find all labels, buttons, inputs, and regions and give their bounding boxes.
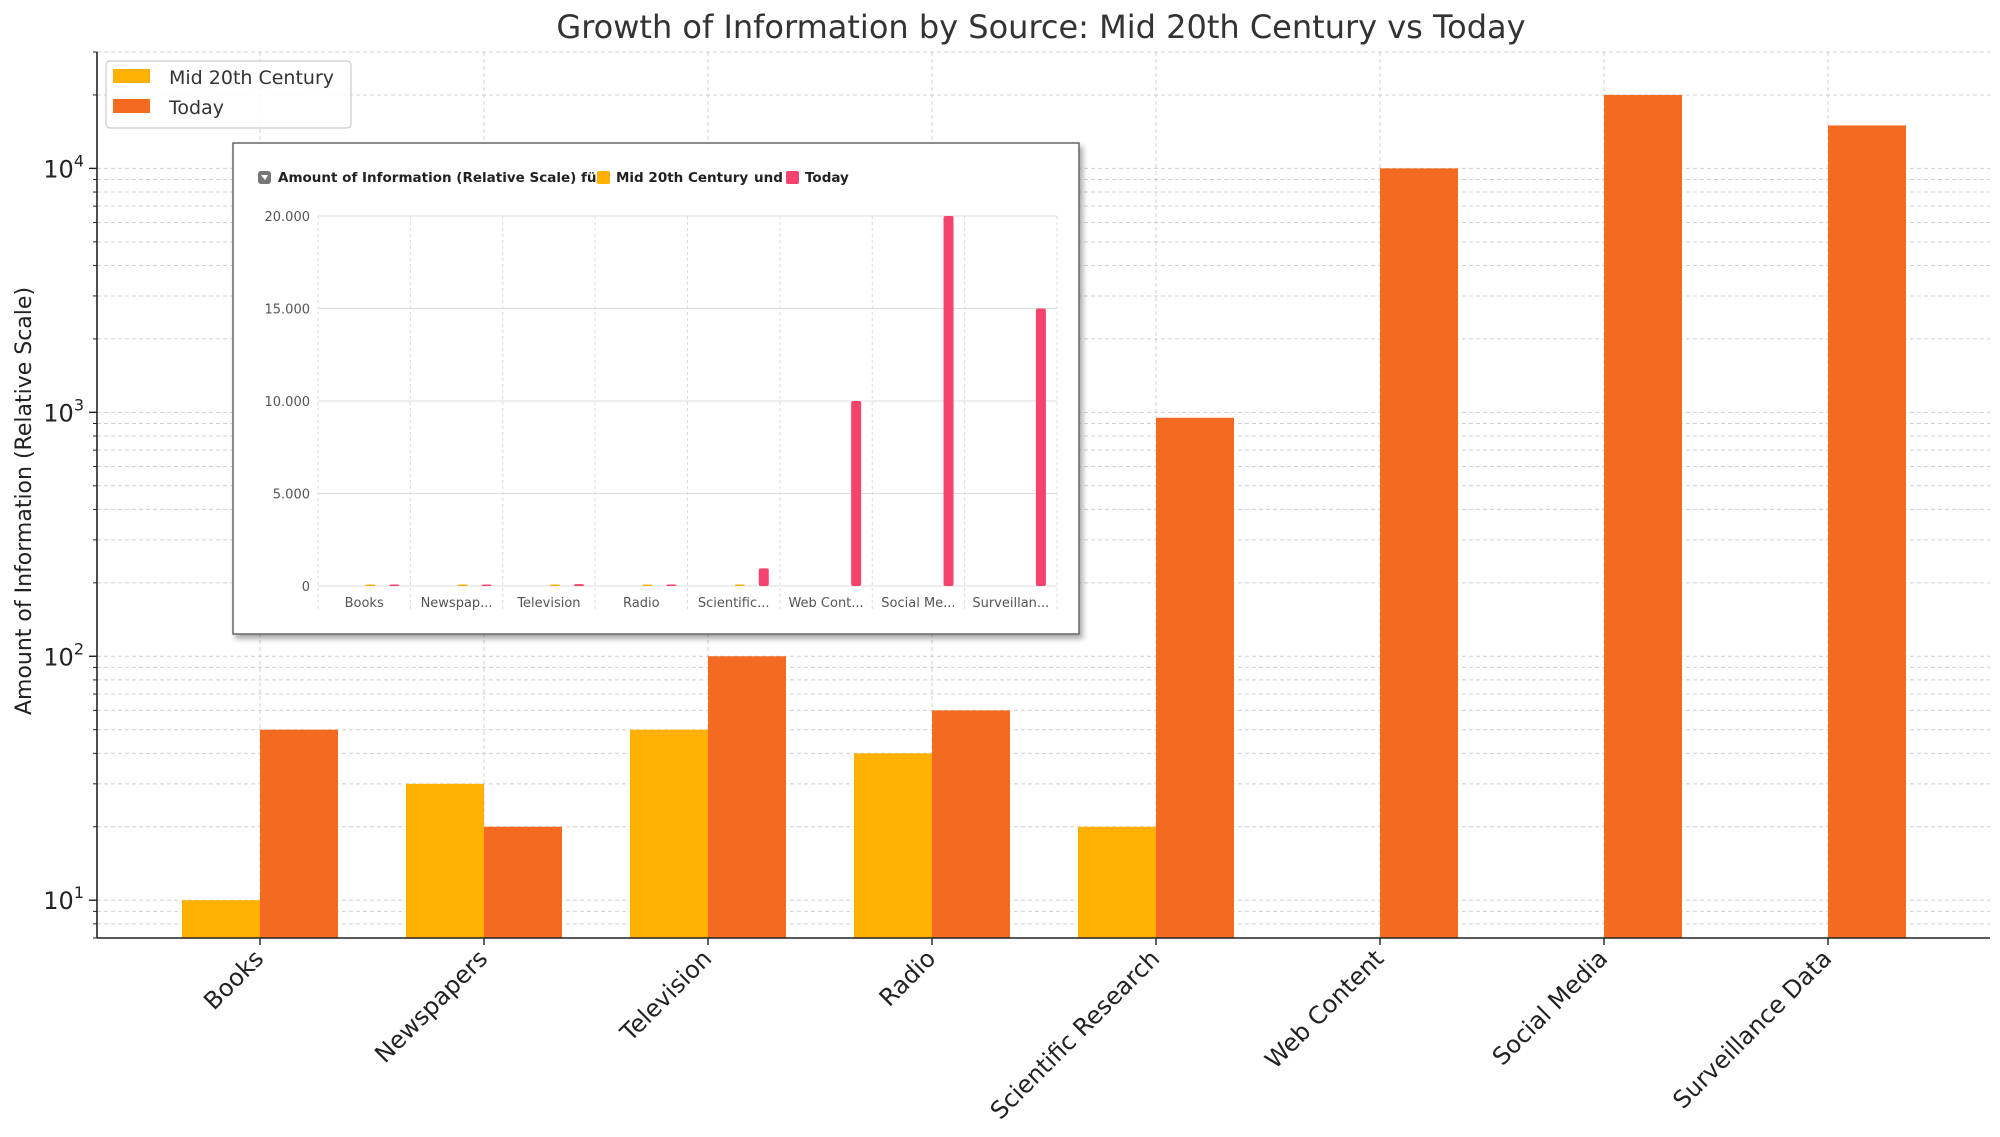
inset-chart-screenshot: Amount of Information (Relative Scale) f… <box>232 142 1080 635</box>
inset-bar-today-books <box>389 584 400 586</box>
inset-y-tick-label-20000: 20.000 <box>265 210 311 225</box>
bar-today-newspapers <box>484 826 562 938</box>
bar-today-social-media <box>1604 94 1682 938</box>
x-tick-label-web-content: Web Content <box>1260 944 1390 1074</box>
x-tick-label-scientific-research: Scientific Research <box>985 944 1165 1124</box>
y-tick-label-100: 102 <box>43 639 84 671</box>
inset-legend-label-today: Today <box>805 170 849 186</box>
inset-bar-today-radio <box>666 584 677 586</box>
inset-x-tick-label-surveillan: Surveillan... <box>972 596 1049 611</box>
inset-bar-today-television <box>574 584 585 586</box>
bar-mid-20th-century-newspapers <box>406 783 484 938</box>
legend-label-today: Today <box>168 97 224 119</box>
inset-x-tick-label-books: Books <box>345 596 384 611</box>
x-tick-label-books: Books <box>198 944 269 1015</box>
inset-y-tick-label-10000: 10.000 <box>265 395 311 410</box>
inset-legend-label-mid-20th-century: Mid 20th Century <box>616 170 748 186</box>
bar-mid-20th-century-radio <box>854 753 932 938</box>
bar-today-scientific-research <box>1156 417 1234 938</box>
inset-legend-swatch-mid-20th-century <box>597 171 610 184</box>
y-tick-label-10000: 104 <box>43 151 84 183</box>
y-tick-label-1000: 103 <box>43 395 84 427</box>
bar-today-surveillance-data <box>1828 125 1906 939</box>
inset-legend-prefix: Amount of Information (Relative Scale) f… <box>278 170 603 186</box>
inset-bar-today-surveillan <box>1035 308 1046 586</box>
x-tick-label-surveillance-data: Surveillance Data <box>1667 944 1837 1114</box>
inset-x-tick-label-newspap: Newspap... <box>421 596 493 611</box>
bar-mid-20th-century-scientific-research <box>1078 826 1156 938</box>
inset-axis-labels: 0 5.000 10.000 15.000 20.000 Books Newspap... T… <box>265 210 1050 611</box>
inset-frame <box>232 142 1080 635</box>
legend-swatch-today <box>113 99 150 113</box>
chart-title: Growth of Information by Source: Mid 20t… <box>556 8 1525 46</box>
inset-bar-today-scientific <box>758 568 769 586</box>
inset-x-tick-label-web-cont: Web Cont... <box>788 596 863 611</box>
inset-bar-today-social-me <box>943 216 954 586</box>
inset-legend: Amount of Information (Relative Scale) f… <box>258 170 849 186</box>
bars <box>182 94 1906 939</box>
inset-bar-mid-20th-century-books <box>365 584 376 586</box>
inset-bar-mid-20th-century-radio <box>642 584 653 586</box>
inset-bar-mid-20th-century-scientific <box>734 584 745 586</box>
bar-today-web-content <box>1380 168 1458 938</box>
inset-bar-today-web-cont <box>851 401 862 586</box>
filter-icon <box>258 171 271 184</box>
inset-x-tick-label-scientific: Scientific... <box>698 596 770 611</box>
bar-mid-20th-century-television <box>630 729 708 938</box>
x-tick-label-social-media: Social Media <box>1487 944 1613 1070</box>
inset-x-tick-label-radio: Radio <box>623 596 660 611</box>
x-tick-label-newspapers: Newspapers <box>369 944 493 1068</box>
bar-today-books <box>260 729 338 938</box>
y-axis-label: Amount of Information (Relative Scale) <box>12 287 37 715</box>
x-tick-label-television: Television <box>614 944 717 1047</box>
bar-today-radio <box>932 710 1010 938</box>
legend-swatch-mid-20th-century <box>113 69 150 83</box>
inset-y-tick-label-5000: 5.000 <box>273 488 310 503</box>
inset-bar-mid-20th-century-newspap <box>457 584 468 586</box>
inset-legend-conjunction: und <box>754 170 783 186</box>
y-tick-label-10: 101 <box>43 883 84 915</box>
inset-bars <box>365 216 1046 586</box>
inset-x-tick-label-television: Television <box>516 596 580 611</box>
legend: Mid 20th Century Today <box>105 60 352 129</box>
inset-y-tick-label-0: 0 <box>302 580 310 595</box>
inset-x-tick-label-social-me: Social Me... <box>881 596 955 611</box>
inset-y-tick-label-15000: 15.000 <box>265 303 311 318</box>
inset-legend-swatch-today <box>786 171 799 184</box>
x-tick-label-radio: Radio <box>874 944 941 1011</box>
inset-bar-today-newspap <box>481 584 492 586</box>
legend-label-mid-20th-century: Mid 20th Century <box>169 67 334 89</box>
bar-today-television <box>708 656 786 938</box>
legend-frame <box>105 60 352 129</box>
bar-mid-20th-century-books <box>182 900 260 938</box>
inset-bar-mid-20th-century-television <box>550 584 561 586</box>
inset-grid <box>317 215 1058 612</box>
